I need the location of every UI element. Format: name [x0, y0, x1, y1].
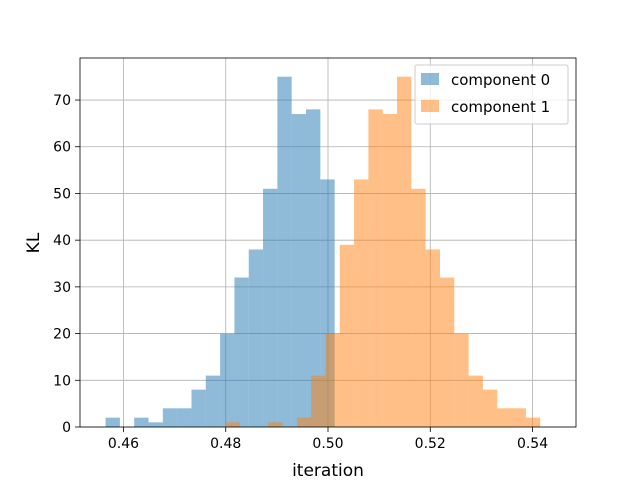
bar-component-0-bin-2	[134, 417, 149, 427]
bar-component-1-bin-19	[497, 408, 512, 427]
bar-component-0-bin-3	[148, 422, 163, 427]
legend-label-component-0: component 0	[451, 71, 550, 89]
bar-component-1-bin-3	[268, 422, 283, 427]
bar-component-0-bin-13	[291, 114, 307, 428]
x-tick-label-0: 0.46	[108, 436, 139, 452]
bar-component-0-bin-0	[105, 417, 120, 427]
bar-component-1-bin-11	[382, 114, 398, 428]
series-component-0-bars	[105, 76, 335, 428]
bar-component-1-bin-17	[468, 375, 483, 427]
y-tick-label-1: 10	[53, 373, 71, 389]
bar-component-0-bin-6	[191, 389, 206, 427]
x-tick-label-4: 0.54	[517, 436, 548, 452]
y-axis-label: KL	[24, 232, 44, 253]
legend-label-component-1: component 1	[451, 98, 550, 116]
bar-component-1-bin-10	[368, 109, 383, 427]
x-axis-label: iteration	[292, 461, 364, 480]
x-tick-label-3: 0.52	[415, 436, 446, 452]
x-tick-label-2: 0.50	[312, 436, 343, 452]
x-tick-label-1: 0.48	[210, 436, 241, 452]
y-tick-label-0: 0	[62, 420, 71, 436]
y-tick-label-5: 50	[53, 186, 71, 202]
y-tick-label-6: 60	[53, 140, 71, 156]
y-tick-label-7: 70	[53, 93, 71, 109]
bar-component-0-bin-7	[205, 375, 221, 427]
bar-component-1-bin-9	[354, 179, 369, 427]
legend-swatch-component-1	[421, 100, 439, 112]
bar-component-1-bin-13	[411, 188, 426, 427]
bar-component-0-bin-12	[277, 76, 292, 428]
y-tick-label-4: 40	[53, 233, 71, 249]
bar-component-1-bin-6	[311, 375, 326, 427]
bar-component-0-bin-14	[306, 109, 321, 427]
legend: component 0 component 1	[414, 64, 569, 125]
bar-component-1-bin-16	[454, 333, 469, 427]
bar-component-0-bin-4	[162, 408, 178, 427]
bar-component-0-bin-8	[220, 333, 235, 427]
bar-component-1-bin-18	[482, 389, 498, 427]
bar-component-1-bin-0	[225, 422, 240, 427]
bar-component-1-bin-7	[325, 333, 340, 427]
bar-component-0-bin-10	[248, 249, 264, 427]
bar-component-1-bin-14	[425, 249, 440, 427]
bar-component-0-bin-5	[177, 408, 192, 427]
y-axis-ticks: 0 10 20 30 40 50 60 70	[53, 93, 80, 436]
bar-component-1-bin-15	[439, 277, 455, 427]
x-axis-ticks: 0.46 0.48 0.50 0.52 0.54	[108, 427, 548, 452]
bar-component-1-bin-12	[397, 76, 412, 428]
legend-swatch-component-0	[421, 73, 439, 85]
bar-component-0-bin-9	[234, 277, 249, 427]
bar-component-1-bin-5	[296, 417, 312, 427]
y-tick-label-3: 30	[53, 280, 71, 296]
y-tick-label-2: 20	[53, 327, 71, 343]
bar-component-1-bin-20	[511, 408, 526, 427]
bar-component-1-bin-21	[525, 417, 541, 427]
legend-box	[414, 64, 569, 125]
bar-component-0-bin-11	[263, 188, 278, 427]
series-component-1-bars	[225, 76, 541, 428]
bar-component-1-bin-8	[339, 244, 355, 427]
